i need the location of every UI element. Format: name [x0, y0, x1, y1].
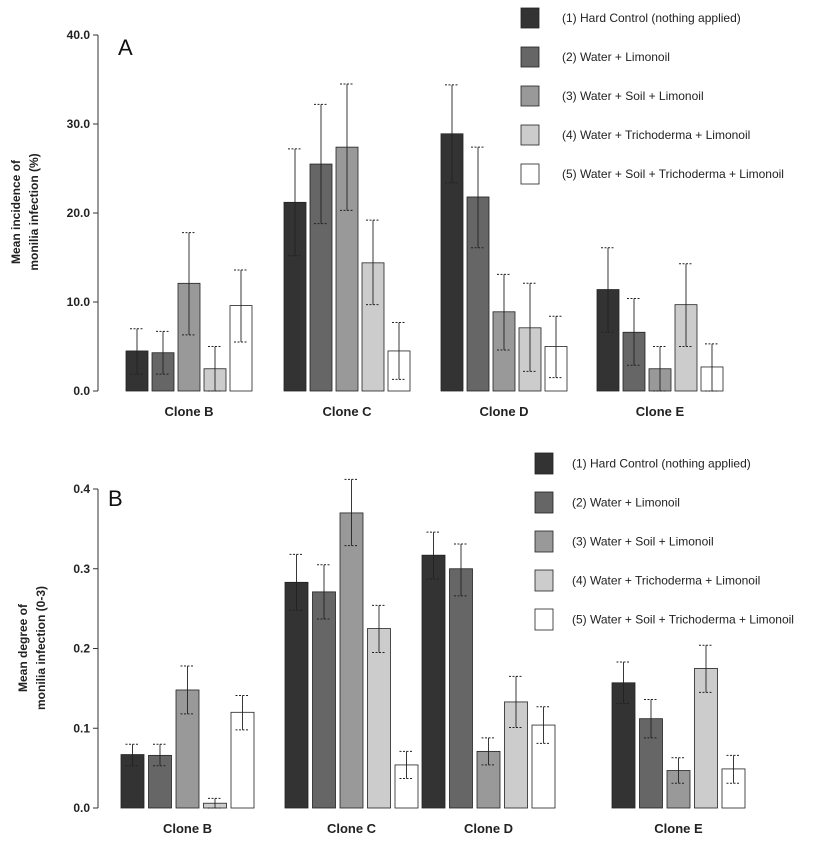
legend-label: (4) Water + Trichoderma + Limonoil	[572, 574, 760, 588]
bar	[284, 581, 309, 809]
legend-swatch	[520, 163, 540, 185]
legend-swatch	[520, 85, 540, 107]
category-label: Clone C	[322, 404, 372, 419]
category-label: Clone C	[327, 821, 377, 836]
category-label: Clone E	[636, 404, 685, 419]
legend-label: (3) Water + Soil + Limonoil	[572, 535, 714, 549]
y-axis-label: monilia infection (0-3)	[34, 586, 48, 710]
category-label: Clone E	[654, 821, 703, 836]
legend-swatch	[520, 124, 540, 146]
y-tick-label: 30.0	[67, 117, 91, 131]
legend-swatch	[520, 46, 540, 68]
legend-label: (3) Water + Soil + Limonoil	[562, 89, 704, 103]
y-tick-label: 40.0	[67, 28, 91, 42]
legend-label: (4) Water + Trichoderma + Limonoil	[562, 128, 750, 142]
category-label: Clone B	[163, 821, 212, 836]
legend-label: (2) Water + Limonoil	[572, 496, 680, 510]
y-axis-label: monilia infection (%)	[27, 153, 41, 270]
y-axis-label: Mean degree of	[16, 603, 30, 692]
legend-swatch	[534, 569, 554, 592]
panel-label: A	[118, 35, 133, 60]
legend-label: (5) Water + Soil + Trichoderma + Limonoi…	[562, 167, 784, 181]
legend-swatch	[534, 452, 554, 475]
y-tick-label: 0.2	[73, 642, 90, 656]
legend-swatch	[534, 608, 554, 631]
y-tick-label: 0.3	[73, 562, 90, 576]
legend-label: (5) Water + Soil + Trichoderma + Limonoi…	[572, 613, 794, 627]
legend-label: (1) Hard Control (nothing applied)	[572, 457, 751, 471]
bar	[312, 591, 336, 809]
y-tick-label: 0.0	[73, 801, 90, 815]
legend-swatch	[534, 491, 554, 514]
bar	[367, 628, 391, 809]
legend-swatch	[520, 7, 540, 29]
y-tick-label: 0.4	[73, 482, 90, 496]
y-tick-label: 20.0	[67, 206, 91, 220]
y-tick-label: 0.0	[73, 384, 90, 398]
panel-label: B	[108, 486, 123, 511]
legend-label: (2) Water + Limonoil	[562, 50, 670, 64]
y-tick-label: 10.0	[67, 295, 91, 309]
bar	[421, 554, 446, 809]
category-label: Clone B	[164, 404, 213, 419]
category-label: Clone D	[479, 404, 528, 419]
bar	[449, 568, 473, 809]
legend-swatch	[534, 530, 554, 553]
bar	[339, 512, 364, 809]
legend-label: (1) Hard Control (nothing applied)	[562, 11, 741, 25]
category-label: Clone D	[464, 821, 513, 836]
y-axis-label: Mean incidence of	[9, 159, 23, 264]
y-tick-label: 0.1	[73, 721, 90, 735]
